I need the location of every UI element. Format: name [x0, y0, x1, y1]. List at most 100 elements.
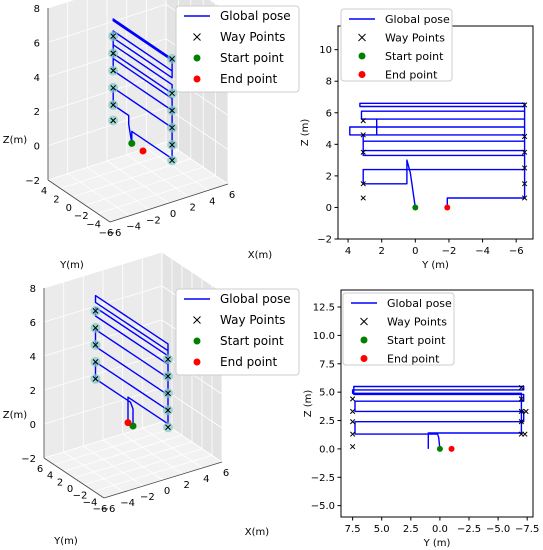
x-tick-label: −5.0: [486, 524, 510, 535]
legend-frame: [340, 8, 453, 82]
way-point-stroke: [110, 117, 117, 124]
legend-dot-swatch: [358, 52, 366, 60]
way-point-marker: [521, 165, 528, 171]
way-point-stroke: [110, 33, 117, 40]
end-point-marker: [124, 419, 132, 427]
way-point-stroke: [358, 33, 366, 42]
way-point-marker: [360, 149, 366, 155]
way-point-marker: [521, 195, 528, 201]
way-point-stroke: [521, 165, 528, 171]
way-point-marker: [518, 408, 525, 415]
way-point-stroke: [349, 443, 356, 450]
y-axis-label: Z (m): [303, 390, 314, 418]
y-axis-label: Z (m): [300, 119, 311, 147]
way-point-marker: [349, 396, 356, 402]
way-point-stroke: [360, 149, 366, 155]
y-tick-label: 2: [53, 194, 59, 205]
start-point-marker: [412, 204, 419, 211]
way-point-marker: [360, 181, 366, 187]
z-tick-label: 4: [34, 73, 40, 84]
y-tick-label: −5.0: [311, 501, 335, 512]
way-point-marker: [349, 408, 356, 415]
way-point-marker: [169, 90, 175, 97]
way-point-stroke: [522, 431, 528, 437]
z-tick-label: 0: [30, 420, 36, 431]
way-point-stroke: [521, 195, 528, 201]
legend-label: Way Points: [385, 32, 445, 45]
way-point-stroke: [165, 424, 171, 431]
way-point-stroke: [360, 181, 366, 187]
way-point-marker: [110, 67, 117, 74]
way-point-stroke: [360, 118, 366, 124]
y-tick-label: 0: [67, 484, 73, 495]
x-tick-label: 0: [164, 486, 170, 497]
legend-label: End point: [220, 355, 278, 369]
start-point-marker: [128, 139, 136, 147]
legend-dot-swatch: [193, 75, 201, 83]
way-point-stroke: [165, 373, 171, 380]
way-point-stroke: [169, 56, 175, 62]
legend-label: Start point: [220, 334, 284, 348]
way-point-stroke: [360, 132, 366, 138]
y-tick-label: 4: [41, 186, 47, 197]
legend-dot-swatch: [193, 358, 201, 366]
y-axis-line: [43, 457, 105, 499]
way-point-stroke: [92, 342, 99, 348]
way-point-marker: [92, 359, 99, 365]
z-axis-label: Z(m): [3, 135, 27, 146]
way-point-stroke: [360, 317, 368, 326]
y-tick-label: −6: [93, 504, 108, 515]
legend-label: Global pose: [220, 292, 291, 306]
z-tick-label: 2: [34, 107, 40, 118]
way-point-marker: [360, 132, 366, 138]
x-axis-label: Y (m): [423, 538, 451, 549]
way-point-stroke: [165, 390, 171, 397]
way-point-marker: [518, 419, 525, 425]
legend-frame: [175, 288, 300, 376]
way-point-stroke: [169, 142, 175, 148]
z-tick-label: −2: [25, 176, 40, 187]
way-point-marker: [165, 407, 171, 414]
y-tick-label: −2: [73, 491, 88, 502]
way-point-stroke: [518, 408, 525, 415]
start-point-marker: [436, 445, 443, 452]
x-tick-label: 0: [170, 209, 176, 220]
way-point-stroke: [110, 50, 117, 57]
way-point-marker: [521, 181, 528, 187]
legend-dot-swatch: [193, 54, 201, 62]
y-tick-label: 7.5: [319, 359, 335, 370]
y-tick-label: 12.5: [313, 303, 335, 314]
x-tick-label: 0.0: [432, 524, 448, 535]
z-tick-label: −2: [21, 454, 36, 465]
y-tick-label: −6: [99, 228, 114, 239]
way-point-marker: [165, 373, 171, 380]
way-point-stroke: [360, 195, 366, 201]
legend: Global pose Way Points Start point End poin…: [175, 5, 300, 93]
y-tick-label: 10: [319, 45, 332, 56]
legend-label: Global pose: [220, 9, 291, 23]
way-point-stroke: [521, 133, 528, 140]
way-point-stroke: [165, 407, 171, 414]
way-point-stroke: [169, 90, 175, 97]
global-pose-line: [349, 102, 526, 208]
legend-dot-swatch: [360, 355, 368, 362]
way-point-stroke: [92, 308, 99, 314]
legend-x-swatch: [358, 33, 366, 42]
way-point-stroke: [523, 408, 529, 415]
legend: Global pose Way Points Start point End poin…: [342, 292, 455, 366]
way-point-marker: [523, 408, 529, 415]
y-tick-label: 6: [37, 464, 43, 475]
legend-label: Start point: [385, 50, 444, 63]
global-pose-line: [351, 385, 525, 449]
panel-top-left: −6−4−20246420−2−4−6−202468X(m)Y(m)Z(m)Gl…: [3, 0, 300, 271]
way-point-marker: [349, 431, 356, 437]
grid-line: [47, 0, 167, 181]
panel-top-right: 4 2 0 −2 −4 −6 −2 0 2 4 6 8 10 Y (m) Z (m) Global pose W…: [300, 8, 534, 271]
end-point-marker: [448, 445, 455, 452]
y-tick-label: 0: [326, 203, 332, 214]
way-point-marker: [169, 124, 175, 131]
end-point-marker: [444, 204, 451, 211]
way-point-stroke: [169, 107, 175, 114]
legend-label: Start point: [220, 51, 284, 65]
way-point-stroke: [518, 419, 525, 425]
